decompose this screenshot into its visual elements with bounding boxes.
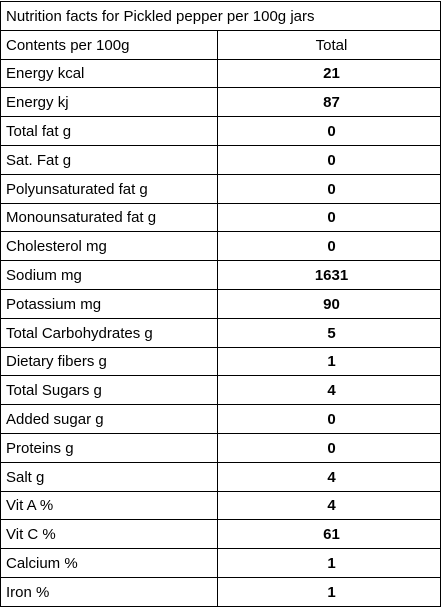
nutrient-label: Proteins g [0, 432, 218, 463]
header-label-cell: Contents per 100g [0, 29, 218, 60]
nutrient-label: Sat. Fat g [0, 144, 218, 175]
nutrient-label: Iron % [0, 576, 218, 607]
nutrient-value: 5 [217, 317, 441, 348]
nutrient-value: 0 [217, 173, 441, 204]
header-value-cell: Total [217, 29, 441, 60]
nutrient-value: 4 [217, 490, 441, 521]
nutrient-value: 0 [217, 144, 441, 175]
table-row: Vit C % 61 [0, 519, 441, 550]
nutrient-label: Polyunsaturated fat g [0, 173, 218, 204]
nutrient-value: 4 [217, 375, 441, 406]
table-row: Calcium % 1 [0, 548, 441, 578]
nutrient-label: Sodium mg [0, 260, 218, 290]
nutrient-value: 0 [217, 432, 441, 463]
nutrient-label: Monounsaturated fat g [0, 202, 218, 233]
nutrient-value: 1 [217, 346, 441, 377]
nutrient-value: 61 [217, 519, 441, 550]
nutrient-value: 90 [217, 288, 441, 319]
table-row: Cholesterol mg 0 [0, 231, 441, 262]
table-row: Energy kj 87 [0, 87, 441, 118]
nutrient-value: 87 [217, 87, 441, 118]
nutrient-value: 21 [217, 58, 441, 89]
nutrient-label: Total fat g [0, 116, 218, 146]
table-row: Energy kcal 21 [0, 58, 441, 89]
nutrient-label: Energy kj [0, 87, 218, 118]
nutrient-label: Energy kcal [0, 58, 218, 89]
nutrient-label: Cholesterol mg [0, 231, 218, 262]
nutrient-value: 1 [217, 576, 441, 607]
nutrient-label: Dietary fibers g [0, 346, 218, 377]
nutrient-label: Potassium mg [0, 288, 218, 319]
nutrient-value: 1631 [217, 260, 441, 290]
title-row: Nutrition facts for Pickled pepper per 1… [0, 1, 441, 31]
nutrient-value: 0 [217, 404, 441, 434]
nutrient-label: Vit C % [0, 519, 218, 550]
nutrient-label: Calcium % [0, 548, 218, 578]
nutrient-value: 0 [217, 202, 441, 233]
nutrient-value: 0 [217, 116, 441, 146]
nutrient-label: Added sugar g [0, 404, 218, 434]
nutrient-label: Total Sugars g [0, 375, 218, 406]
nutrient-value: 4 [217, 461, 441, 492]
header-row: Contents per 100g Total [0, 29, 441, 60]
table-row: Iron % 1 [0, 576, 441, 607]
nutrient-value: 0 [217, 231, 441, 262]
nutrient-value: 1 [217, 548, 441, 578]
nutrient-label: Vit A % [0, 490, 218, 521]
nutrient-label: Total Carbohydrates g [0, 317, 218, 348]
table-title: Nutrition facts for Pickled pepper per 1… [0, 1, 441, 31]
table-row: Potassium mg 90 [0, 288, 441, 319]
table-row: Sodium mg 1631 [0, 260, 441, 290]
nutrient-label: Salt g [0, 461, 218, 492]
table-row: Vit A % 4 [0, 490, 441, 521]
